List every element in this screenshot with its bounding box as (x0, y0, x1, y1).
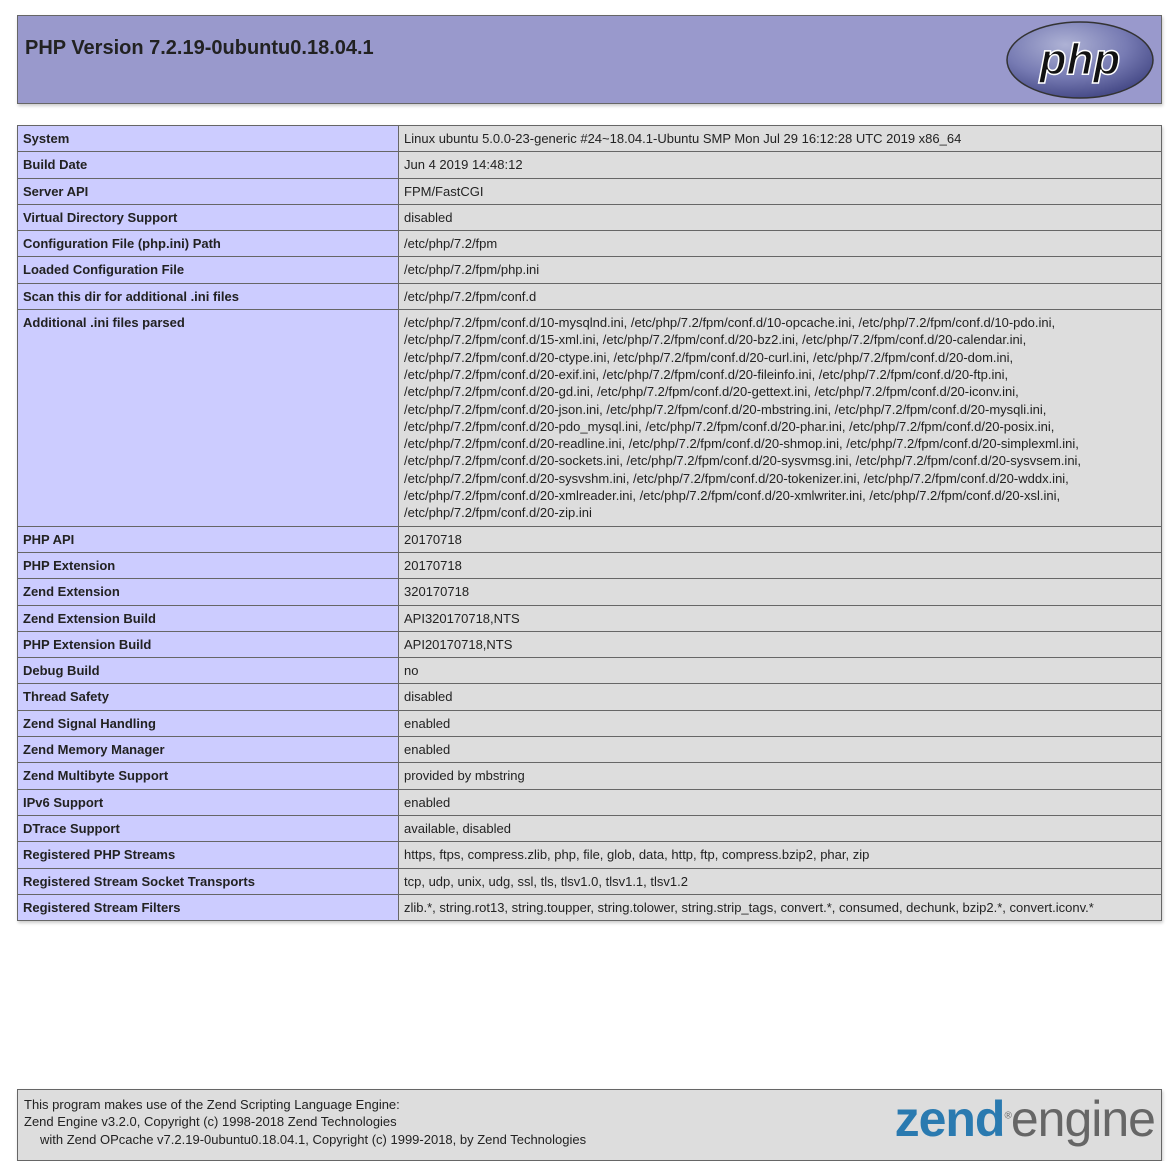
row-label: Zend Signal Handling (17, 709, 399, 738)
row-value: /etc/php/7.2/fpm/conf.d/10-mysqlnd.ini, … (398, 309, 1162, 527)
row-value: available, disabled (398, 814, 1162, 843)
row-value: Jun 4 2019 14:48:12 (398, 151, 1162, 179)
row-value: /etc/php/7.2/fpm/php.ini (398, 256, 1162, 284)
row-value: /etc/php/7.2/fpm/conf.d (398, 282, 1162, 311)
row-label: Debug Build (17, 657, 399, 685)
row-label: Zend Extension (17, 578, 399, 606)
row-label: Zend Multibyte Support (17, 762, 399, 790)
table-row: Server API FPM/FastCGI (17, 177, 1162, 205)
table-row: Registered Stream Filters zlib.*, string.… (17, 893, 1162, 922)
row-label: Zend Extension Build (17, 604, 399, 632)
table-row: Virtual Directory Support disabled (17, 203, 1162, 232)
table-row: PHP Extension 20170718 (17, 551, 1162, 580)
info-table: System Linux ubuntu 5.0.0-23-generic #24~… (17, 124, 1162, 922)
row-label: System (17, 124, 399, 153)
row-value: API320170718,NTS (398, 604, 1162, 632)
row-label: Registered PHP Streams (17, 841, 399, 869)
row-value: enabled (398, 736, 1162, 764)
row-label: Additional .ini files parsed (17, 309, 399, 527)
table-row: PHP Extension Build API20170718,NTS (17, 630, 1162, 659)
row-label: PHP Extension (17, 551, 399, 580)
row-label: PHP API (17, 525, 399, 553)
table-row: System Linux ubuntu 5.0.0-23-generic #24~… (17, 124, 1162, 153)
row-label: Scan this dir for additional .ini files (17, 282, 399, 311)
table-row: IPv6 Support enabled (17, 788, 1162, 816)
table-row: PHP API 20170718 (17, 525, 1162, 553)
row-label: Zend Memory Manager (17, 736, 399, 764)
table-row: Zend Extension 320170718 (17, 578, 1162, 606)
row-value: 20170718 (398, 551, 1162, 580)
row-label: Registered Stream Filters (17, 893, 399, 922)
table-row: Loaded Configuration File/etc/php/7.2/fp… (17, 256, 1162, 284)
row-value: zlib.*, string.rot13, string.toupper, st… (398, 893, 1162, 922)
svg-text:php: php (1039, 35, 1121, 84)
zend-footer: This program makes use of the Zend Scrip… (17, 1089, 1162, 1161)
page-title: PHP Version 7.2.19-0ubuntu0.18.04.1 (25, 37, 374, 59)
table-row: Thread Safety disabled (17, 683, 1162, 711)
table-row: Build Date Jun 4 2019 14:48:12 (17, 151, 1162, 179)
row-label: IPv6 Support (17, 788, 399, 816)
row-value: disabled (398, 683, 1162, 711)
row-label: Virtual Directory Support (17, 203, 399, 232)
row-value: enabled (398, 788, 1162, 816)
row-label: Configuration File (php.ini) Path (17, 230, 399, 258)
table-row: Scan this dir for additional .ini files /… (17, 282, 1162, 311)
row-value: API20170718,NTS (398, 630, 1162, 659)
row-value: provided by mbstring (398, 762, 1162, 790)
row-value: disabled (398, 203, 1162, 232)
row-value: /etc/php/7.2/fpm (398, 230, 1162, 258)
table-row: Zend Multibyte Support provided by mbstri… (17, 762, 1162, 790)
row-value: enabled (398, 709, 1162, 738)
row-label: Thread Safety (17, 683, 399, 711)
zend-engine-logo: zend®engine (894, 1091, 1156, 1147)
table-row: Registered Stream Socket Transports tcp, … (17, 867, 1162, 895)
table-row: Configuration File (php.ini) Path/etc/ph… (17, 230, 1162, 258)
row-value: https, ftps, compress.zlib, php, file, g… (398, 841, 1162, 869)
table-row: Zend Memory Manager enabled (17, 736, 1162, 764)
table-row: DTrace Support available, disabled (17, 814, 1162, 843)
table-row: Registered PHP Streams https, ftps, compr… (17, 841, 1162, 869)
row-label: Registered Stream Socket Transports (17, 867, 399, 895)
table-row: Zend Extension Build API320170718,NTS (17, 604, 1162, 632)
row-label: Server API (17, 177, 399, 205)
php-logo: php (1006, 21, 1154, 99)
row-label: Build Date (17, 151, 399, 179)
row-label: Loaded Configuration File (17, 256, 399, 284)
table-row: Additional .ini files parsed/etc/php/7.2… (17, 309, 1162, 527)
php-version-header: PHP Version 7.2.19-0ubuntu0.18.04.1 php (17, 15, 1162, 104)
row-value: FPM/FastCGI (398, 177, 1162, 205)
footer-line: with Zend OPcache v7.2.19-0ubuntu0.18.04… (40, 1131, 587, 1147)
row-value: Linux ubuntu 5.0.0-23-generic #24~18.04.… (398, 124, 1162, 153)
row-value: no (398, 657, 1162, 685)
row-value: 20170718 (398, 525, 1162, 553)
footer-line: This program makes use of the Zend Scrip… (24, 1097, 400, 1112)
row-label: DTrace Support (17, 814, 399, 843)
table-row: Debug Build no (17, 657, 1162, 685)
table-row: Zend Signal Handling enabled (17, 709, 1162, 738)
row-label: PHP Extension Build (17, 630, 399, 659)
footer-line: Zend Engine v3.2.0, Copyright (c) 1998-2… (24, 1114, 397, 1130)
row-value: tcp, udp, unix, udg, ssl, tls, tlsv1.0, … (398, 867, 1162, 895)
row-value: 320170718 (398, 578, 1162, 606)
